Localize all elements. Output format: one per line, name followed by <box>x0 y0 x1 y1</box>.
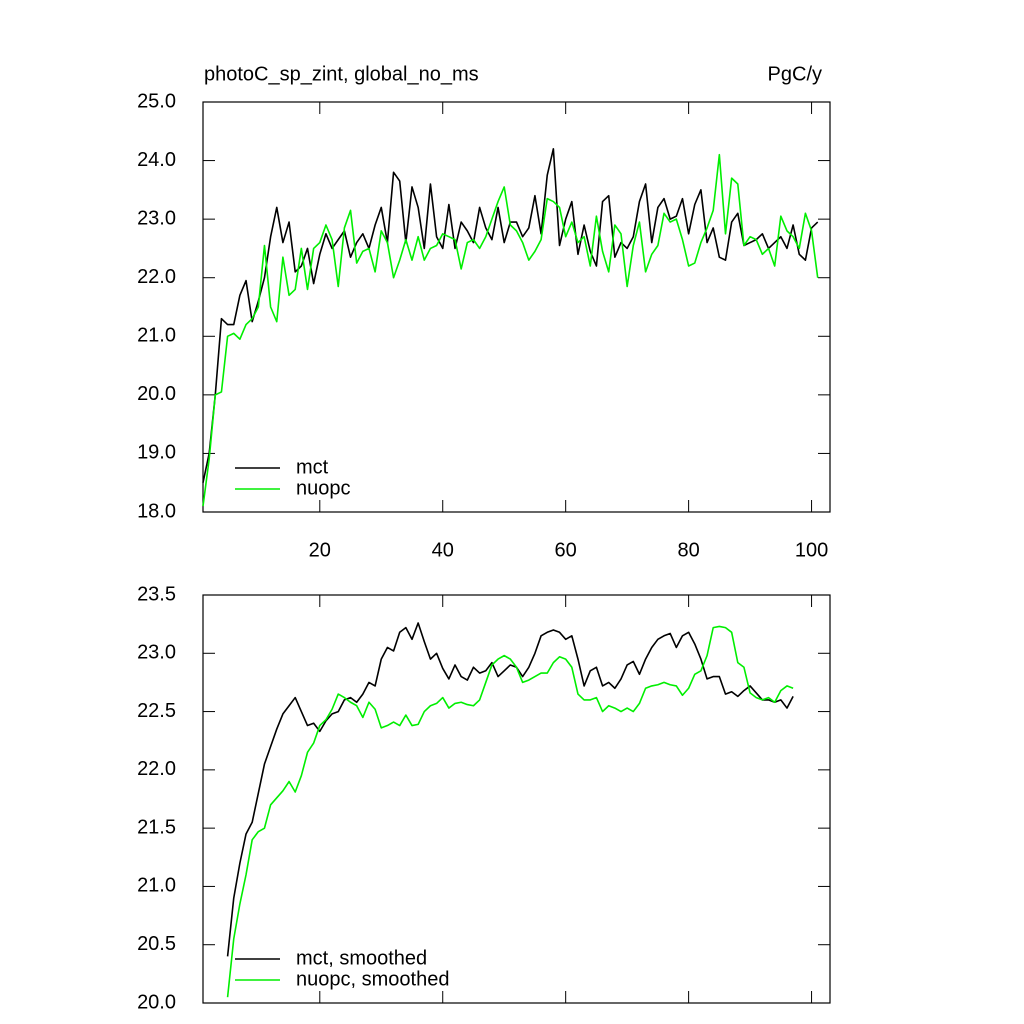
chart-title: photoC_sp_zint, global_no_ms <box>204 63 479 85</box>
x-tick-label: 60 <box>555 539 577 561</box>
y-tick-label: 20.0 <box>137 383 176 405</box>
y-tick-label: 21.5 <box>137 816 176 838</box>
legend-label: nuopc <box>296 477 351 499</box>
plot-frame <box>202 101 831 513</box>
legend-label: mct <box>296 456 329 478</box>
y-tick-label: 19.0 <box>137 442 176 464</box>
series-line <box>202 148 819 483</box>
y-tick-label: 22.0 <box>137 266 176 288</box>
y-tick-label: 23.5 <box>137 583 176 605</box>
y-tick-label: 21.0 <box>137 875 176 897</box>
y-tick-label: 20.0 <box>137 991 176 1013</box>
units-label: PgC/y <box>768 63 822 85</box>
series-line <box>226 625 794 998</box>
x-tick-label: 20 <box>309 539 331 561</box>
x-tick-label: 100 <box>795 539 828 561</box>
x-tick-label: 40 <box>432 539 454 561</box>
x-tick-label: 80 <box>677 539 699 561</box>
y-tick-label: 21.0 <box>137 325 176 347</box>
y-tick-label: 22.5 <box>137 700 176 722</box>
y-tick-label: 23.0 <box>137 207 176 229</box>
series-line <box>202 153 819 507</box>
y-tick-label: 25.0 <box>137 90 176 112</box>
series-line <box>226 622 794 957</box>
y-tick-label: 20.5 <box>137 933 176 955</box>
plot-frame <box>202 594 831 1004</box>
y-tick-label: 23.0 <box>137 642 176 664</box>
y-tick-label: 22.0 <box>137 758 176 780</box>
y-tick-label: 18.0 <box>137 500 176 522</box>
y-tick-label: 24.0 <box>137 149 176 171</box>
legend-label: nuopc, smoothed <box>296 968 449 990</box>
legend-label: mct, smoothed <box>296 947 427 969</box>
